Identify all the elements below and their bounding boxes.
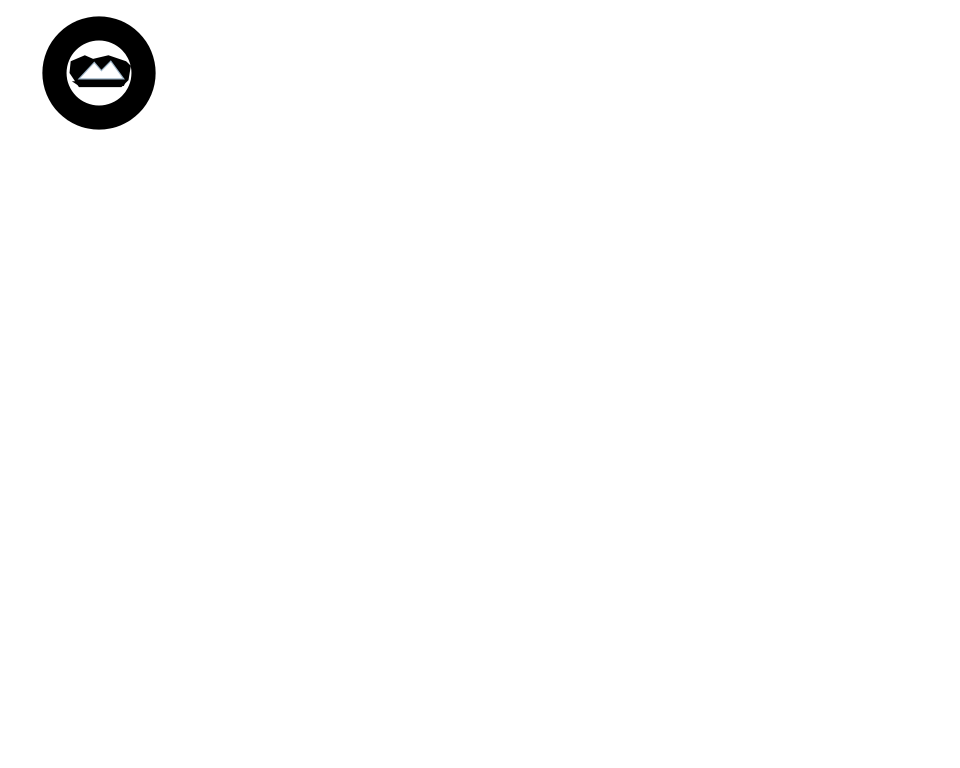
logo-oregon-scene: [69, 55, 131, 88]
odf-logo: [42, 16, 156, 130]
